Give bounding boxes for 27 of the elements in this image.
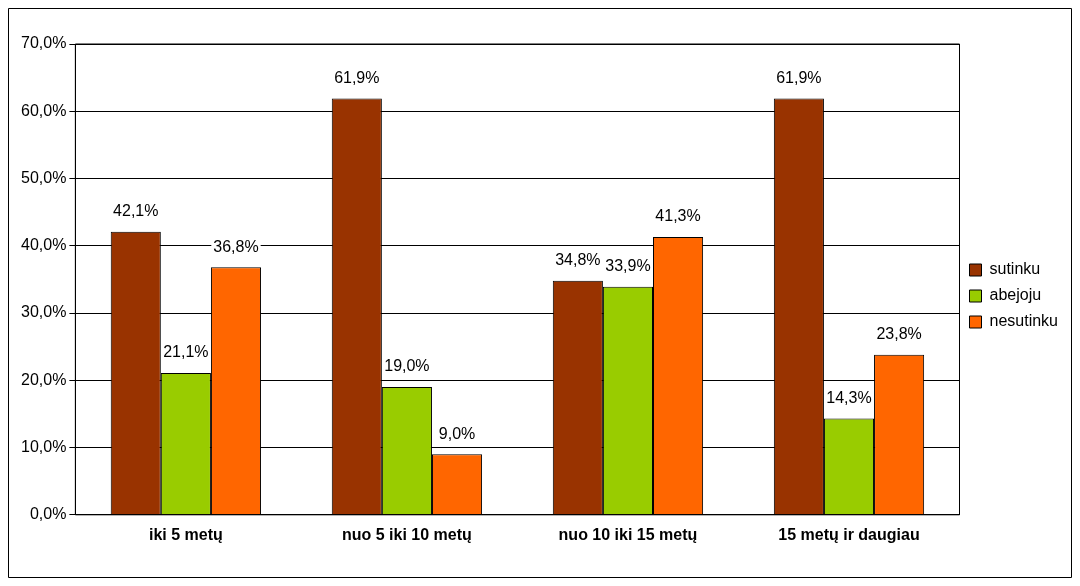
data-label: 42,1%: [113, 202, 159, 220]
data-label: 33,9%: [605, 257, 651, 275]
y-tick-label: 0,0%: [29, 505, 67, 523]
data-label: 36,8%: [213, 237, 259, 255]
data-label: 19,0%: [384, 357, 430, 375]
x-tick-label: nuo 5 iki 10 metų: [342, 525, 472, 543]
x-tick-label: 15 metų ir daugiau: [778, 525, 920, 543]
y-tick-label: 70,0%: [20, 34, 67, 52]
data-label: 61,9%: [334, 68, 380, 86]
data-label: 9,0%: [438, 424, 476, 442]
legend-label: abejoju: [989, 286, 1042, 304]
data-label: 41,3%: [655, 207, 701, 225]
data-label: 21,1%: [163, 343, 209, 361]
data-label: 61,9%: [776, 68, 822, 86]
legend-label: nesutinku: [989, 312, 1059, 330]
legend-label: sutinku: [989, 260, 1041, 278]
data-label: 34,8%: [555, 251, 601, 269]
y-tick-label: 60,0%: [20, 101, 67, 119]
x-tick-label: iki 5 metų: [148, 525, 223, 543]
data-label: 23,8%: [876, 325, 922, 343]
y-tick-label: 20,0%: [20, 370, 67, 388]
y-tick-label: 40,0%: [20, 236, 67, 254]
y-tick-label: 50,0%: [20, 168, 67, 186]
data-label: 14,3%: [826, 389, 872, 407]
y-tick-label: 30,0%: [20, 303, 67, 321]
y-tick-label: 10,0%: [20, 437, 67, 455]
x-tick-label: nuo 10 iki 15 metų: [558, 525, 698, 543]
